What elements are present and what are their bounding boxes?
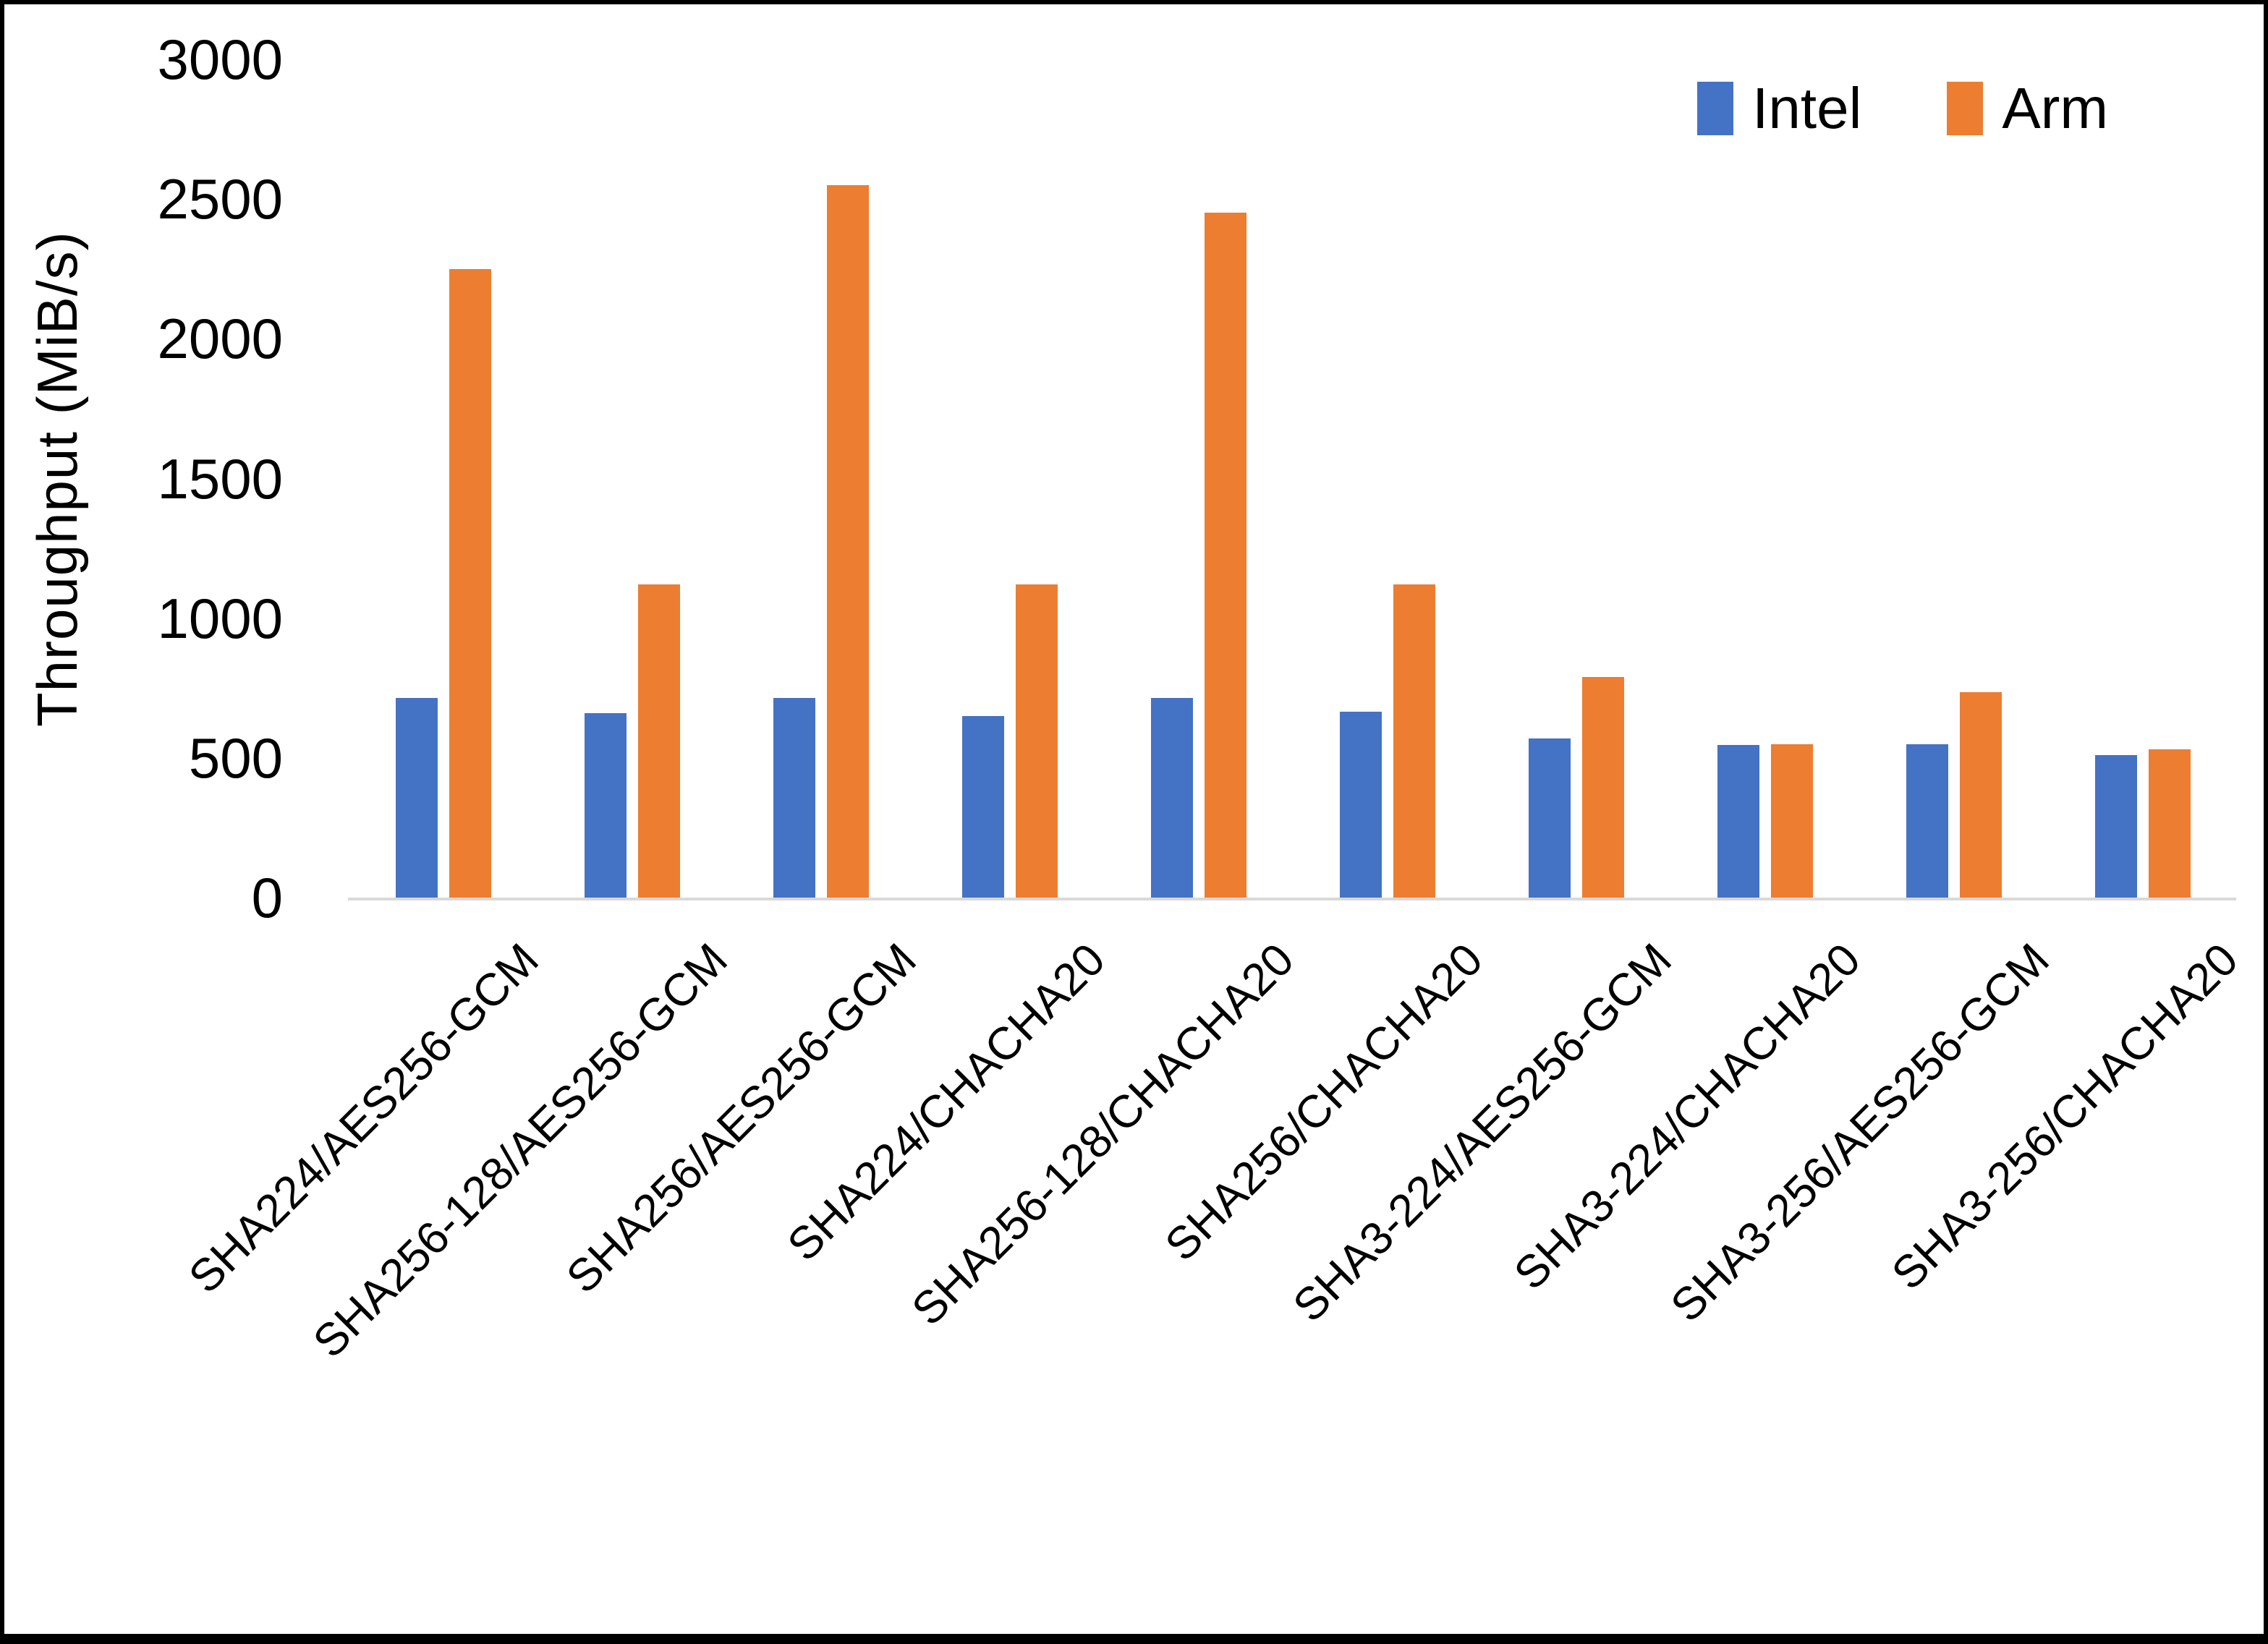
arm-series-swatch [1947, 82, 1984, 135]
bar-arm-3 [1016, 584, 1058, 898]
y-tick-label: 1500 [157, 446, 283, 511]
intel-series-swatch [1697, 82, 1734, 135]
legend-label-intel: Intel [1752, 76, 1862, 140]
y-tick-label: 2500 [157, 167, 283, 231]
bar-intel-7 [1717, 745, 1759, 898]
bar-intel-4 [1151, 698, 1193, 898]
bar-intel-6 [1529, 738, 1571, 898]
legend-item-intel: Intel [1697, 80, 1861, 137]
bar-arm-1 [638, 584, 680, 898]
bar-intel-2 [773, 698, 815, 898]
bar-arm-9 [2149, 749, 2191, 898]
bar-arm-4 [1205, 213, 1246, 898]
bar-intel-5 [1340, 712, 1382, 898]
x-category-label: SHA256/AES256-GCM [556, 934, 926, 1303]
bar-intel-3 [962, 716, 1004, 898]
y-tick-label: 500 [188, 725, 283, 790]
bar-arm-8 [1960, 692, 2002, 898]
y-tick-label: 0 [251, 866, 283, 929]
bar-arm-5 [1393, 584, 1435, 898]
y-tick-label: 2000 [157, 307, 283, 371]
x-category-label: SHA224/AES256-GCM [179, 934, 548, 1303]
bar-arm-6 [1582, 677, 1624, 898]
legend-item-arm: Arm [1947, 80, 2108, 137]
bar-arm-7 [1771, 744, 1813, 898]
y-tick-label: 3000 [157, 27, 283, 91]
bar-intel-9 [2095, 755, 2137, 898]
bar-arm-0 [449, 269, 491, 898]
y-tick-label: 1000 [157, 586, 283, 650]
legend-label-arm: Arm [2002, 76, 2108, 140]
legend: Intel Arm [1697, 80, 2108, 137]
bar-intel-1 [585, 713, 627, 898]
bar-intel-8 [1906, 744, 1948, 898]
x-axis-line [348, 898, 2236, 900]
bar-arm-2 [827, 185, 869, 898]
x-category-label: SHA256-128/AES256-GCM [303, 934, 737, 1368]
bar-intel-0 [396, 698, 438, 898]
